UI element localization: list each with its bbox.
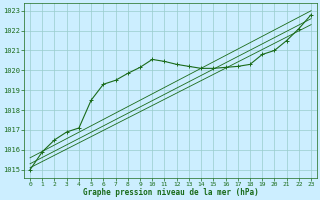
X-axis label: Graphe pression niveau de la mer (hPa): Graphe pression niveau de la mer (hPa) [83,188,259,197]
